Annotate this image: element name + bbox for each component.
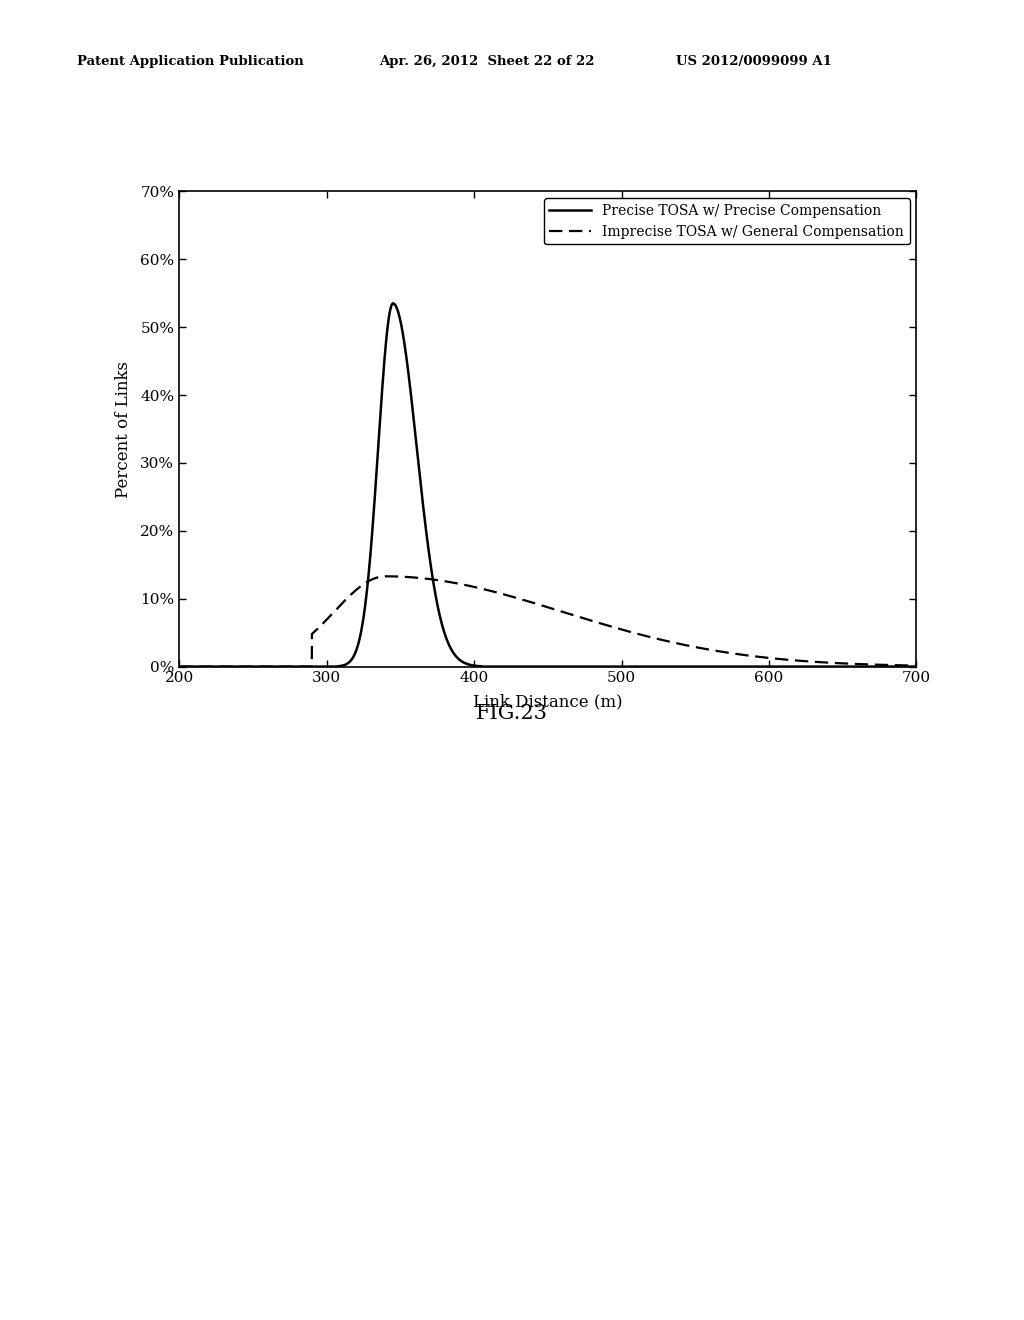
Legend: Precise TOSA w/ Precise Compensation, Imprecise TOSA w/ General Compensation: Precise TOSA w/ Precise Compensation, Im… [544, 198, 909, 244]
Y-axis label: Percent of Links: Percent of Links [115, 360, 132, 498]
Text: Apr. 26, 2012  Sheet 22 of 22: Apr. 26, 2012 Sheet 22 of 22 [379, 55, 594, 69]
Text: US 2012/0099099 A1: US 2012/0099099 A1 [676, 55, 831, 69]
Text: FIG.23: FIG.23 [476, 705, 548, 723]
X-axis label: Link Distance (m): Link Distance (m) [473, 694, 623, 710]
Text: Patent Application Publication: Patent Application Publication [77, 55, 303, 69]
